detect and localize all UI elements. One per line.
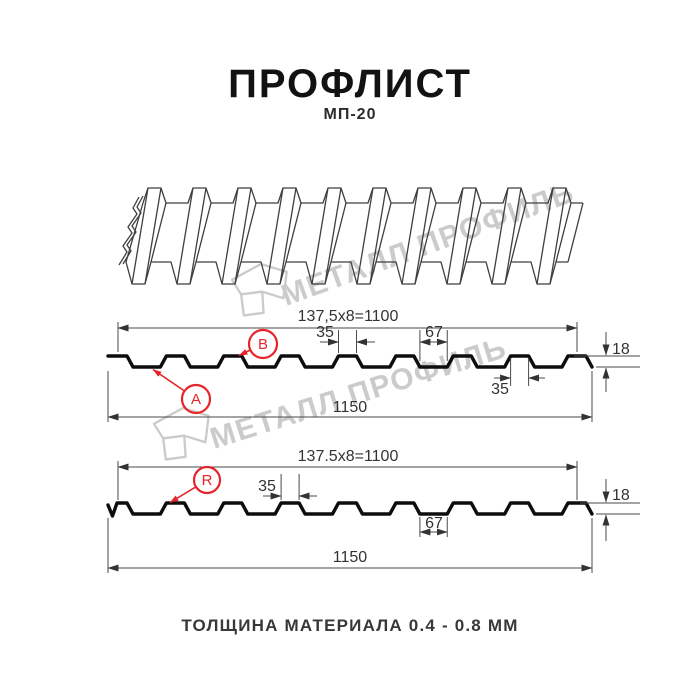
- brand-logo-watermark-icon: [230, 262, 288, 317]
- profile-cross-section-top: [106, 322, 640, 422]
- callout-circle-a: [180, 383, 212, 415]
- callout-circle-r: [192, 465, 222, 495]
- rib-edge-line: [189, 187, 207, 285]
- rib-edge-line: [324, 187, 342, 285]
- rib-edge-line: [285, 202, 302, 263]
- rib-edge-line: [311, 187, 329, 285]
- rib-edge-line: [465, 202, 482, 263]
- callout-circle-b: [247, 328, 279, 360]
- rib-edge-line: [176, 187, 194, 285]
- rib-edge-line: [234, 187, 252, 285]
- brand-watermark-text: МЕТАЛЛ ПРОФИЛЬ: [277, 176, 579, 313]
- dim-label-width-1150-top: 1150: [333, 399, 368, 416]
- callout-letter-a: А: [191, 391, 201, 408]
- sheet-right-edge: [567, 202, 584, 263]
- callout-leader-r: [169, 486, 197, 504]
- callout-leader-a: [152, 368, 185, 392]
- profile-cross-section-bottom: [106, 461, 640, 573]
- rib-edge-line: [150, 202, 167, 263]
- callout-letter-b: В: [258, 336, 268, 353]
- dim-label-valley-67: 67: [425, 515, 443, 532]
- rib-edge-line: [240, 202, 257, 263]
- page-title: ПРОФЛИСТ: [228, 62, 472, 106]
- dim-label-crest-35: 35: [258, 478, 276, 495]
- page-subtitle: МП-20: [324, 106, 377, 123]
- dim-label-width-1150: 1150: [333, 549, 368, 566]
- rib-edge-line: [504, 187, 522, 285]
- rib-edge-line: [401, 187, 419, 285]
- rib-edge-line: [266, 187, 284, 285]
- rib-edge-line: [195, 202, 212, 263]
- material-thickness-note: ТОЛЩИНА МАТЕРИАЛА 0.4 - 0.8 ММ: [181, 616, 518, 635]
- sheet-front-edge: [125, 261, 568, 285]
- rib-edge-line: [491, 187, 509, 285]
- rib-edge-line: [369, 187, 387, 285]
- rib-edge-line: [555, 202, 572, 263]
- dim-label-height-18-top: 18: [612, 341, 630, 358]
- rib-edge-line: [459, 187, 477, 285]
- rib-edge-line: [279, 187, 297, 285]
- dim-label-crest-35-top: 35: [316, 324, 334, 341]
- callout-leader-b: [238, 349, 251, 357]
- profile-outline-bottom: [106, 501, 594, 518]
- profile-sheet-3d-view: [118, 187, 584, 285]
- rib-edge-line: [221, 187, 239, 285]
- rib-edge-line: [375, 202, 392, 263]
- sheet-back-edge: [142, 187, 583, 204]
- rib-edge-line: [144, 187, 162, 285]
- rib-edge-line: [510, 202, 527, 263]
- rib-edge-line: [420, 202, 437, 263]
- rib-edge-line: [446, 187, 464, 285]
- rib-edge-line: [414, 187, 432, 285]
- dim-label-pitch-top: 137,5x8=1100: [298, 308, 399, 325]
- dim-label-crest-35-bottom: 35: [491, 381, 509, 398]
- rib-edge-line: [330, 202, 347, 263]
- profile-outline-top: [106, 354, 594, 369]
- rib-edge-line: [131, 187, 149, 285]
- dim-label-height-18: 18: [612, 487, 630, 504]
- callout-letter-r: R: [202, 472, 213, 489]
- dim-label-valley-67-top: 67: [425, 324, 443, 341]
- dim-label-pitch-bottom: 137.5x8=1100: [298, 448, 399, 465]
- rib-edge-line: [536, 187, 554, 285]
- sheet-end-cut-profile: [122, 195, 144, 265]
- sheet-end-cut-profile: [118, 196, 140, 266]
- rib-edge-line: [356, 187, 374, 285]
- brand-watermark-text: МЕТАЛЛ ПРОФИЛЬ: [206, 331, 511, 455]
- brand-logo-watermark-icon: [152, 406, 210, 461]
- rib-edge-line: [549, 187, 567, 285]
